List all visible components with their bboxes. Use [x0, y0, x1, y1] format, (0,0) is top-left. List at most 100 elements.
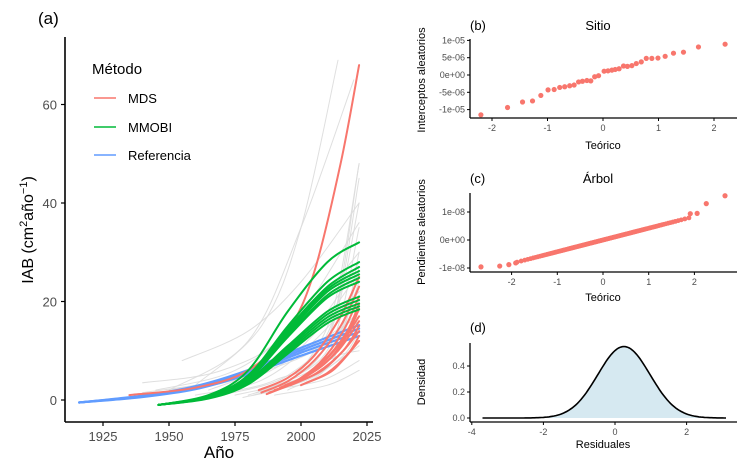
qq-point — [504, 104, 511, 111]
a-y-tick-label: 60 — [43, 98, 57, 113]
qq-point — [538, 92, 544, 99]
c-y-axis-title: Pendientes aleatorios — [416, 179, 428, 285]
panel-b-title: Sitio — [585, 18, 610, 33]
mds-curve — [294, 330, 361, 384]
legend: Método MDS MMOBI Referencia — [92, 61, 192, 163]
y-tick-label: 1e-05 — [442, 35, 465, 45]
background_trees-curve — [168, 79, 355, 391]
qq-point — [662, 53, 668, 59]
qq-point — [562, 84, 568, 90]
y-tick-label: 0e+00 — [440, 70, 465, 80]
panel-d: (d) -4 -2 0 2 0.0 0.2 0.4 Residuales Densidad — [416, 320, 737, 451]
y-tick-label: 0.0 — [452, 413, 465, 423]
x-tick-label: 1 — [646, 277, 651, 287]
legend-label-referencia: Referencia — [128, 148, 192, 163]
b-x-ticks: -2 -1 0 1 2 — [488, 118, 717, 133]
qq-point — [633, 60, 639, 67]
x-tick-label: -2 — [488, 123, 496, 133]
c-x-ticks: -2 -1 0 1 2 — [508, 272, 697, 287]
qq-point — [529, 98, 536, 104]
y-tick-label: 0.2 — [452, 387, 465, 397]
x-tick-label: 0 — [600, 277, 605, 287]
y-tick-label: 0.4 — [452, 361, 465, 371]
panel-a: (a) 1925 1950 1975 2000 2025 0 20 40 60 Año IAB… — [18, 9, 381, 462]
a-y-tick-label: 20 — [43, 295, 57, 310]
qq-point — [551, 86, 557, 93]
qq-point — [575, 79, 582, 85]
background_trees-curve — [208, 163, 360, 396]
qq-point — [620, 63, 627, 69]
d-x-ticks: -4 -2 0 2 — [468, 422, 689, 437]
panel-d-tag: (d) — [470, 320, 486, 335]
mds-curve — [305, 339, 361, 384]
x-tick-label: 2 — [711, 123, 716, 133]
mds-curve — [284, 320, 361, 387]
mmobi-curves — [157, 241, 361, 406]
qq-point — [686, 215, 692, 221]
y-tick-label: -1e-08 — [439, 263, 465, 273]
c-y-ticks: -1e-08 0e+00 1e-08 — [439, 207, 470, 273]
panel-a-tag: (a) — [38, 9, 59, 28]
qq-point — [567, 83, 573, 89]
qq-point — [722, 193, 728, 199]
y-tick-label: -5e-06 — [439, 87, 465, 97]
a-y-tick-label: 0 — [50, 393, 57, 408]
c-x-axis-title: Teórico — [585, 292, 620, 304]
qq-point — [579, 78, 586, 84]
qq-point — [638, 59, 644, 65]
qq-point — [695, 44, 702, 50]
a-x-ticks: 1925 1950 1975 2000 2025 — [89, 422, 381, 444]
qq-point — [682, 216, 688, 222]
a-y-ticks: 0 20 40 60 — [43, 98, 65, 408]
b-x-axis-title: Teórico — [585, 140, 620, 152]
panel-c-title: Árbol — [583, 171, 613, 186]
qq-point — [670, 50, 677, 56]
qq-point — [616, 66, 622, 72]
referencia-curve — [78, 324, 361, 404]
qq-point — [601, 68, 607, 74]
x-tick-label: -1 — [543, 123, 551, 133]
y-tick-label: 5e-06 — [442, 53, 465, 63]
panel-c-tag: (c) — [470, 171, 485, 186]
background_trees-curve — [300, 163, 360, 371]
x-tick-label: 2 — [692, 277, 697, 287]
a-x-tick-label: 1950 — [155, 429, 184, 444]
qq-point — [588, 78, 594, 84]
legend-label-mmobi: MMOBI — [128, 120, 172, 135]
background_trees-curve — [221, 177, 360, 396]
qq-point — [643, 55, 649, 61]
background_trees-curve — [181, 202, 360, 362]
qq-point — [722, 41, 728, 47]
qq-point — [519, 99, 526, 105]
qq-point — [557, 84, 563, 91]
x-tick-label: 2 — [684, 427, 689, 437]
qq-point — [513, 260, 519, 266]
qq-point — [545, 87, 551, 93]
a-y-axis-title: IAB (cm2año−1) — [18, 176, 37, 284]
qq-point — [629, 63, 635, 69]
background_trees-curve — [194, 59, 339, 386]
y-tick-label: 0e+00 — [440, 235, 465, 245]
y-tick-label: 1e-08 — [442, 207, 465, 217]
qq-point — [595, 73, 602, 79]
density-curve — [482, 345, 726, 419]
x-tick-label: 0 — [600, 123, 605, 133]
qq-point — [478, 264, 484, 270]
b-points — [478, 41, 728, 118]
qq-point — [703, 201, 709, 207]
a-y-tick-label: 40 — [43, 196, 57, 211]
b-y-ticks: -1e-05 -5e-06 0e+00 5e-06 1e-05 — [439, 35, 470, 115]
x-tick-label: 1 — [656, 123, 661, 133]
c-points — [478, 193, 728, 270]
qq-point — [506, 262, 512, 268]
x-tick-label: -4 — [468, 427, 476, 437]
d-x-axis-title: Residuales — [576, 439, 631, 451]
a-x-tick-label: 1975 — [221, 429, 250, 444]
background_trees-curve — [142, 222, 360, 384]
qq-point — [584, 77, 590, 84]
d-y-axis-title: Densidad — [416, 359, 428, 405]
a-x-tick-label: 2000 — [287, 429, 316, 444]
x-tick-label: -2 — [539, 427, 547, 437]
qq-point — [612, 66, 618, 73]
